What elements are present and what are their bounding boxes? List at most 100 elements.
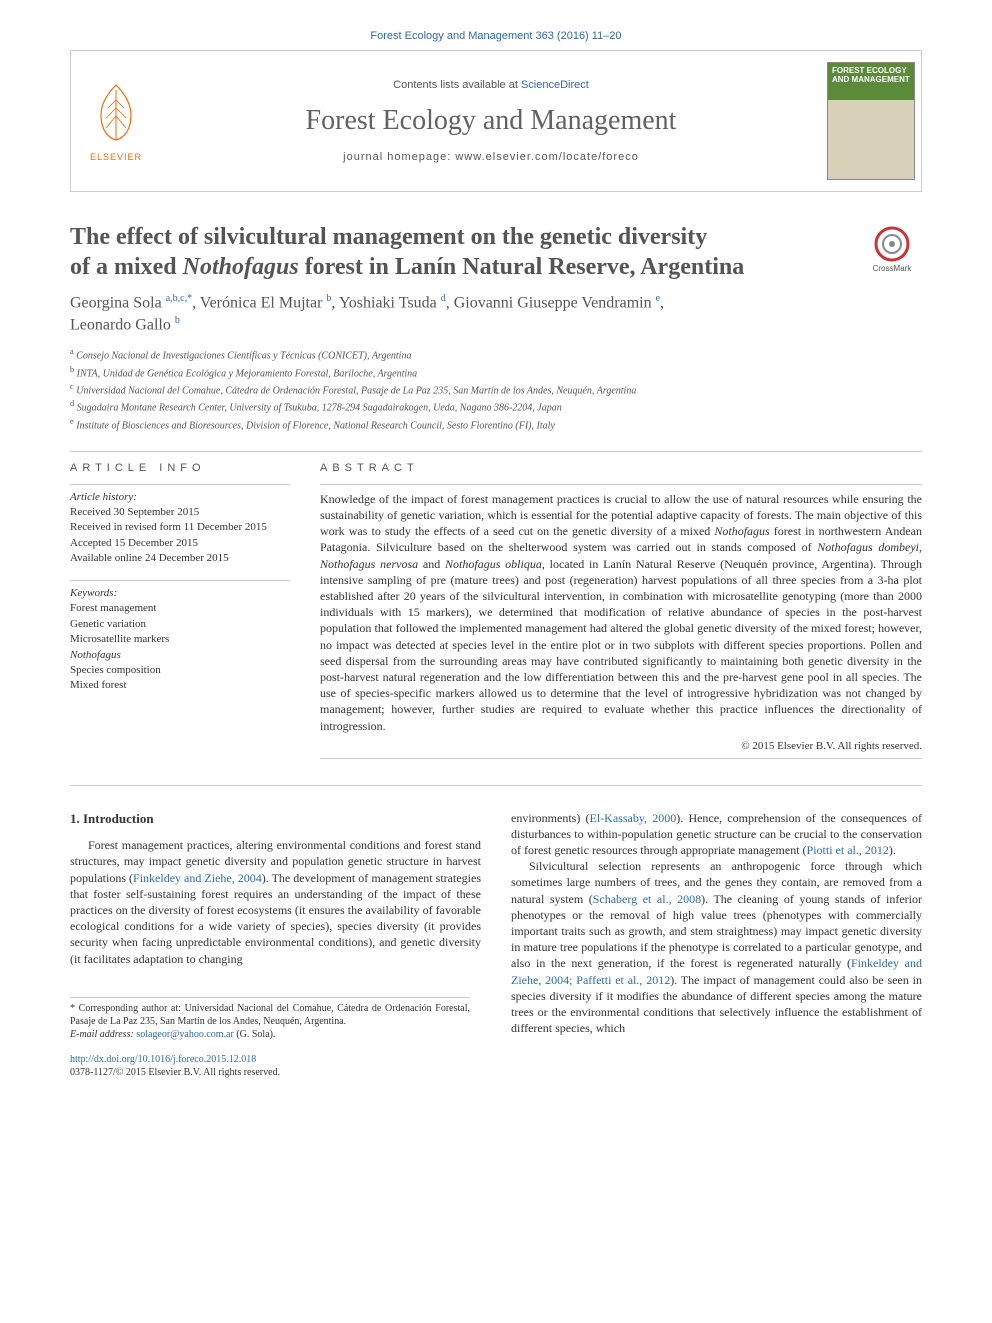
keyword-3: Nothofagus	[70, 648, 290, 663]
sciencedirect-link[interactable]: ScienceDirect	[521, 79, 589, 91]
affil-d: d Sugadaira Montane Research Center, Uni…	[70, 398, 922, 415]
keyword-2: Microsatellite markers	[70, 632, 290, 647]
email-label: E-mail address:	[70, 1029, 136, 1040]
abs-em3: Nothofagus nervosa	[320, 557, 418, 571]
cite-piotti-2012[interactable]: Piotti et al., 2012	[807, 843, 889, 857]
email-who: (G. Sola).	[234, 1029, 276, 1040]
author-1-aff: a,b,c,	[166, 293, 187, 304]
authors: Georgina Sola a,b,c,*, Verónica El Mujta…	[70, 292, 922, 336]
title-line1: The effect of silvicultural management o…	[70, 224, 707, 250]
author-2-aff: b	[326, 293, 331, 304]
contents-prefix: Contents lists available at	[393, 79, 521, 91]
affil-e-text: Institute of Biosciences and Bioresource…	[76, 420, 555, 431]
contents-line: Contents lists available at ScienceDirec…	[393, 79, 589, 91]
rule-top	[70, 451, 922, 452]
article-info-heading: ARTICLE INFO	[70, 462, 290, 474]
author-5-aff: b	[175, 315, 180, 326]
abstract-copyright: © 2015 Elsevier B.V. All rights reserved…	[320, 740, 922, 752]
history-revised: Received in revised form 11 December 201…	[70, 520, 290, 535]
issn-line: 0378-1127/© 2015 Elsevier B.V. All right…	[70, 1067, 280, 1078]
author-4: Giovanni Giuseppe Vendramin	[454, 294, 652, 311]
abs-c: ,	[919, 540, 922, 554]
elsevier-label: ELSEVIER	[90, 152, 142, 162]
footnote-block: * Corresponding author at: Universidad N…	[70, 997, 470, 1041]
crossmark-icon	[874, 226, 910, 262]
header-center: Contents lists available at ScienceDirec…	[161, 51, 821, 191]
history-received: Received 30 September 2015	[70, 505, 290, 520]
rp1a: environments) (	[511, 811, 590, 825]
history-label: Article history:	[70, 491, 290, 503]
right-p2: Silvicultural selection represents an an…	[511, 858, 922, 1036]
abs-em2: Nothofagus dombeyi	[817, 540, 919, 554]
affil-a-text: Consejo Nacional de Investigaciones Cien…	[76, 351, 411, 362]
affil-b-text: INTA, Unidad de Genética Ecológica y Mej…	[77, 368, 418, 379]
rule-info-2	[70, 580, 290, 581]
body-columns: 1. Introduction Forest management practi…	[70, 810, 922, 1041]
abs-d: and	[418, 557, 445, 571]
intro-heading: 1. Introduction	[70, 810, 481, 828]
abstract-text: Knowledge of the impact of forest manage…	[320, 491, 922, 734]
cite-schaberg-2008[interactable]: Schaberg et al., 2008	[593, 892, 701, 906]
homepage-line: journal homepage: www.elsevier.com/locat…	[343, 151, 639, 163]
body-right-column: environments) (El-Kassaby, 2000). Hence,…	[511, 810, 922, 1041]
email-link[interactable]: solageor@yahoo.com.ar	[136, 1029, 234, 1040]
affil-c-text: Universidad Nacional del Comahue, Cátedr…	[76, 385, 636, 396]
author-2: Verónica El Mujtar	[200, 294, 323, 311]
keyword-1: Genetic variation	[70, 617, 290, 632]
keywords-list: Forest management Genetic variation Micr…	[70, 601, 290, 693]
affil-b: b INTA, Unidad de Genética Ecológica y M…	[70, 364, 922, 381]
author-5: Leonardo Gallo	[70, 316, 171, 333]
page-footer: http://dx.doi.org/10.1016/j.foreco.2015.…	[70, 1053, 922, 1079]
affiliations: a Consejo Nacional de Investigaciones Ci…	[70, 346, 922, 433]
title-row: The effect of silvicultural management o…	[70, 222, 922, 292]
cover-image: FOREST ECOLOGY AND MANAGEMENT	[827, 62, 915, 180]
author-3-aff: d	[441, 293, 446, 304]
keyword-5: Mixed forest	[70, 678, 290, 693]
affil-d-text: Sugadaira Montane Research Center, Unive…	[77, 403, 562, 414]
keywords-label: Keywords:	[70, 587, 290, 599]
journal-name: Forest Ecology and Management	[306, 105, 677, 137]
rp1c: ).	[889, 843, 896, 857]
keyword-4: Species composition	[70, 663, 290, 678]
affil-c: c Universidad Nacional del Comahue, Cáte…	[70, 381, 922, 398]
corresponding-author: * Corresponding author at: Universidad N…	[70, 1002, 470, 1028]
email-line: E-mail address: solageor@yahoo.com.ar (G…	[70, 1028, 470, 1041]
title-line2-em: Nothofagus	[183, 254, 299, 280]
rule-info-1	[70, 484, 290, 485]
body-left-column: 1. Introduction Forest management practi…	[70, 810, 481, 1041]
rule-mid	[70, 785, 922, 786]
author-3: Yoshiaki Tsuda	[339, 294, 437, 311]
doi-link[interactable]: http://dx.doi.org/10.1016/j.foreco.2015.…	[70, 1054, 256, 1065]
abs-em4: Nothofagus obliqua	[445, 557, 542, 571]
title-line2-pre: of a mixed	[70, 254, 183, 280]
journal-header-box: ELSEVIER Contents lists available at Sci…	[70, 50, 922, 192]
affil-e: e Institute of Biosciences and Bioresour…	[70, 416, 922, 433]
abstract-column: ABSTRACT Knowledge of the impact of fore…	[320, 462, 922, 765]
title-line2-post: forest in Lanín Natural Reserve, Argenti…	[299, 254, 745, 280]
journal-cover-thumb[interactable]: FOREST ECOLOGY AND MANAGEMENT	[821, 51, 921, 191]
abstract-heading: ABSTRACT	[320, 462, 922, 474]
elsevier-tree-icon	[86, 80, 146, 150]
author-1: Georgina Sola	[70, 294, 162, 311]
rule-abstract-bottom	[320, 758, 922, 759]
elsevier-logo[interactable]: ELSEVIER	[71, 51, 161, 191]
info-abstract-row: ARTICLE INFO Article history: Received 3…	[70, 462, 922, 765]
cite-elkassaby-2000[interactable]: El-Kassaby, 2000	[590, 811, 677, 825]
article-info-column: ARTICLE INFO Article history: Received 3…	[70, 462, 290, 765]
keyword-3-text: Nothofagus	[70, 649, 121, 661]
journal-citation: Forest Ecology and Management 363 (2016)…	[70, 30, 922, 42]
rule-abstract-top	[320, 484, 922, 485]
article-title: The effect of silvicultural management o…	[70, 222, 862, 282]
history-accepted: Accepted 15 December 2015	[70, 536, 290, 551]
right-p1: environments) (El-Kassaby, 2000). Hence,…	[511, 810, 922, 859]
abs-e: , located in Lanín Natural Reserve (Neuq…	[320, 557, 922, 733]
cite-finkeldey-2004[interactable]: Finkeldey and Ziehe, 2004	[133, 871, 262, 885]
cover-title: FOREST ECOLOGY AND MANAGEMENT	[832, 67, 910, 85]
crossmark-badge[interactable]: CrossMark	[862, 222, 922, 273]
keyword-0: Forest management	[70, 601, 290, 616]
page: Forest Ecology and Management 363 (2016)…	[0, 0, 992, 1119]
history-online: Available online 24 December 2015	[70, 551, 290, 566]
affil-a: a Consejo Nacional de Investigaciones Ci…	[70, 346, 922, 363]
homepage-url: www.elsevier.com/locate/foreco	[455, 151, 638, 163]
left-p1: Forest management practices, altering en…	[70, 837, 481, 967]
